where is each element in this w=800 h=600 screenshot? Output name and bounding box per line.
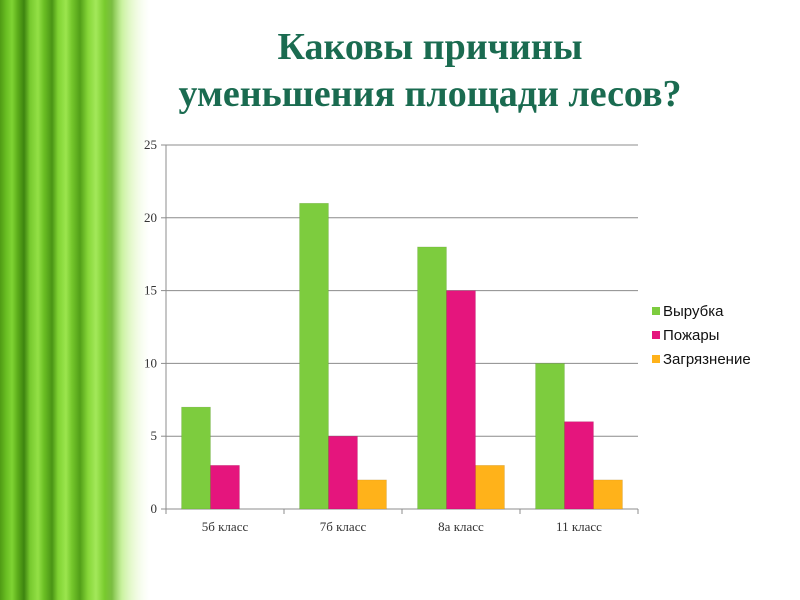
- x-axis-categories: 5б класс 7б класс 8а класс 11 класс: [202, 519, 602, 534]
- bar-2-2: [328, 435, 358, 510]
- category-label: 11 класс: [556, 519, 602, 534]
- bar-3-2: [357, 479, 387, 510]
- legend-label: Пожары: [663, 327, 719, 344]
- bar-1-2: [299, 202, 329, 510]
- title-line-2: уменьшения площади лесов?: [178, 73, 682, 115]
- y-tick-label: 0: [151, 501, 158, 516]
- legend-swatch: [652, 307, 660, 315]
- bar-2-1: [210, 465, 240, 510]
- legend-label: Вырубка: [663, 303, 724, 320]
- bar-1-4: [535, 363, 565, 510]
- slide-title: Каковы причины уменьшения площади лесов?: [150, 24, 710, 118]
- y-tick-label: 20: [144, 210, 157, 225]
- legend-swatch: [652, 355, 660, 363]
- bar-3-3: [475, 465, 505, 510]
- y-tick-label: 15: [144, 283, 157, 298]
- bar-1-3: [417, 246, 447, 510]
- category-label: 7б класс: [320, 519, 367, 534]
- bar-1-1: [181, 406, 211, 510]
- legend-label: Загрязнение: [663, 351, 751, 368]
- chart-legend: Вырубка Пожары Загрязнение: [652, 303, 751, 368]
- title-line-1: Каковы причины: [277, 26, 583, 68]
- chart-gridlines: [166, 144, 638, 437]
- bar-2-3: [446, 290, 476, 510]
- y-tick-label: 25: [144, 137, 157, 152]
- legend-swatch: [652, 331, 660, 339]
- bar-3-4: [593, 479, 623, 510]
- y-axis-ticks: 0 5 10 15 20 25: [144, 137, 157, 516]
- chart-bars: [181, 202, 623, 510]
- category-label: 8а класс: [438, 519, 484, 534]
- category-label: 5б класс: [202, 519, 249, 534]
- bar-2-4: [564, 421, 594, 510]
- y-tick-label: 10: [144, 355, 157, 370]
- y-tick-label: 5: [151, 428, 158, 443]
- decorative-stripes: [0, 0, 150, 600]
